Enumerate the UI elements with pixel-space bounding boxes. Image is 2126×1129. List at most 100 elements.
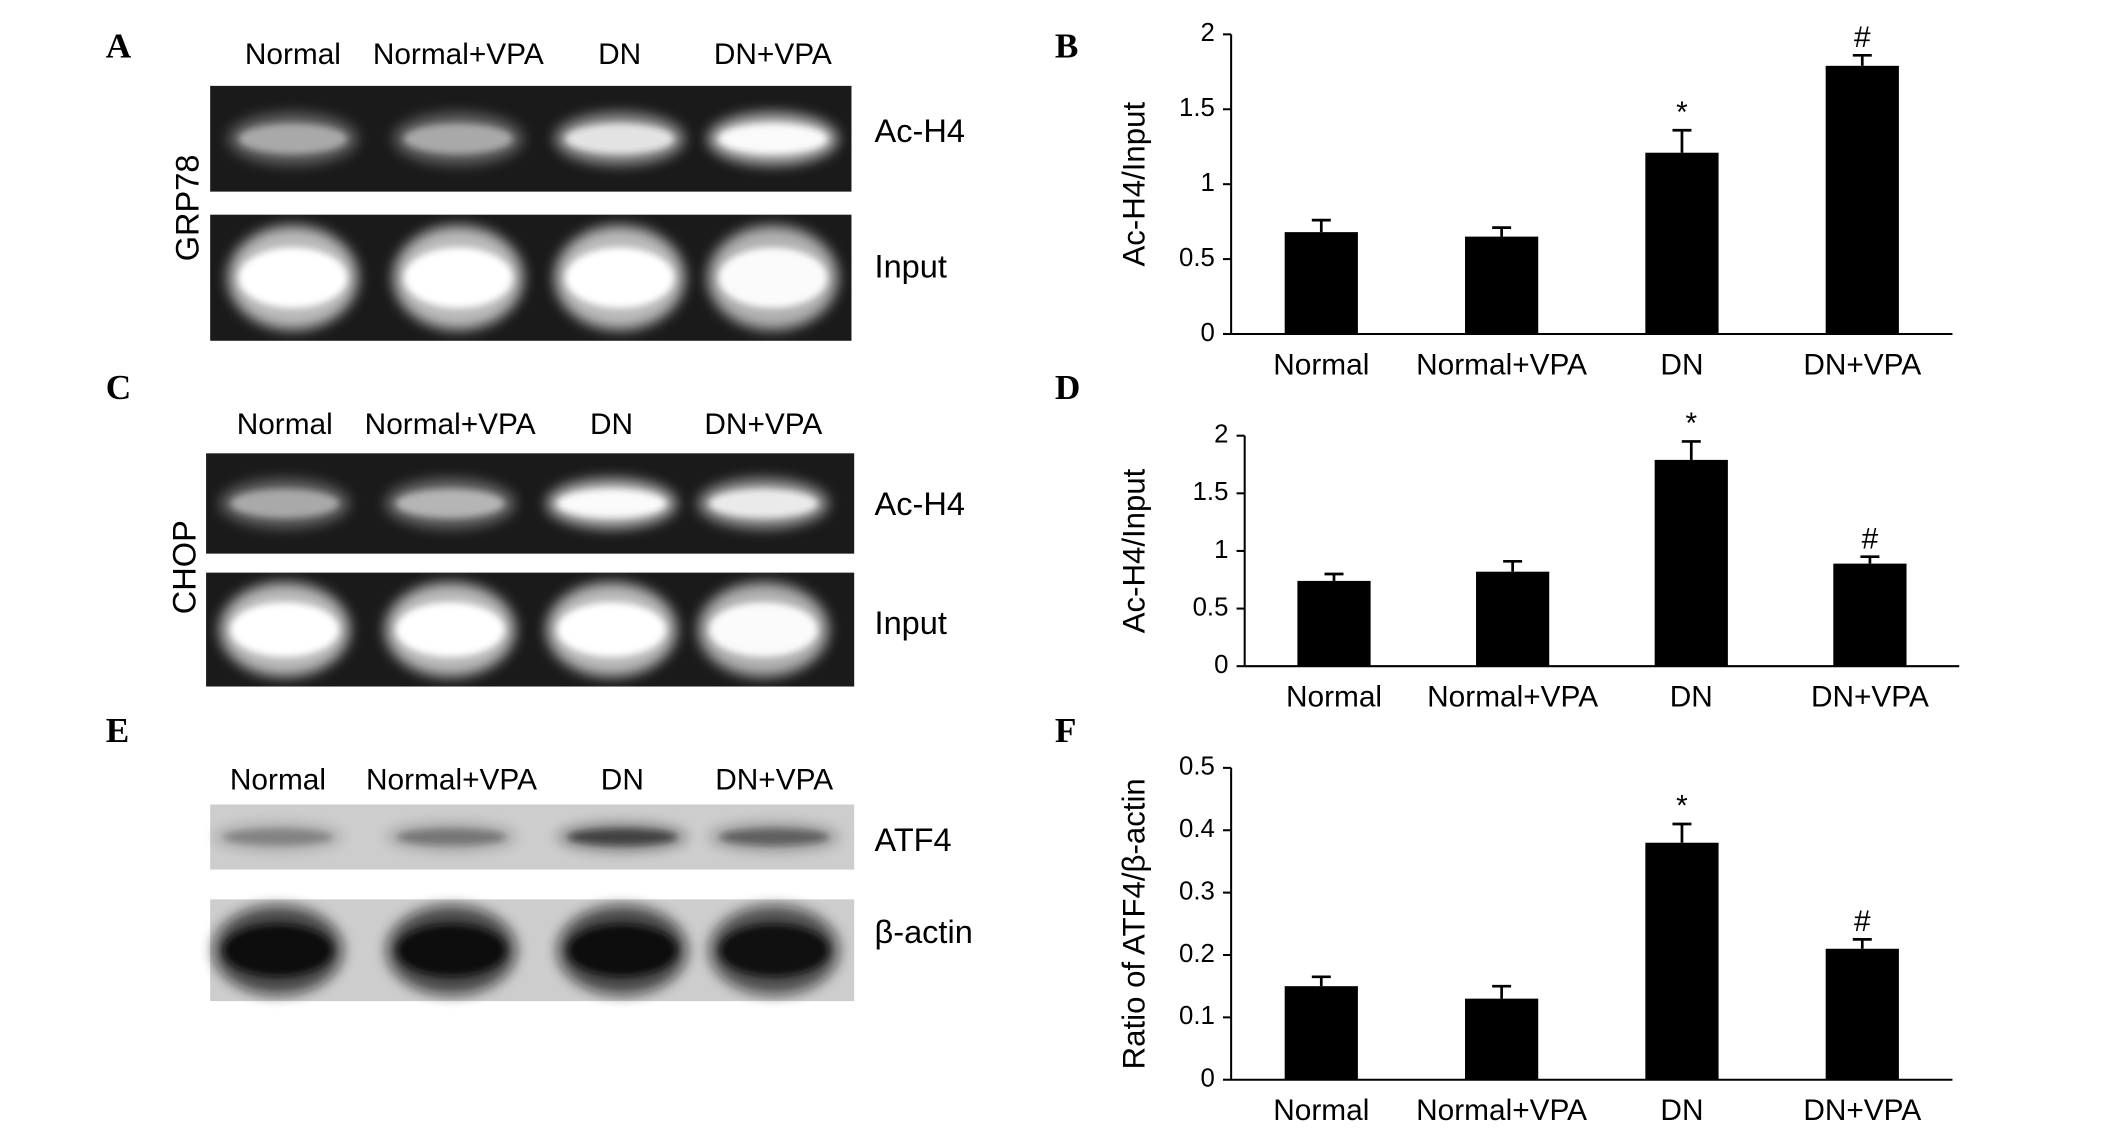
gel-band: [565, 123, 674, 154]
y-tick-label: 2: [1201, 19, 1215, 47]
y-tick-label: 0.4: [1179, 815, 1215, 843]
bar: [1825, 948, 1899, 1080]
y-tick-label: 1: [1201, 169, 1215, 197]
y-tick-label: 0.5: [1179, 244, 1215, 272]
bar: [1284, 986, 1358, 1080]
lane-label: DN+VPA: [714, 38, 832, 71]
gel-band: [404, 123, 513, 154]
gel-band: [230, 489, 339, 518]
bar: [1825, 65, 1899, 335]
significance-marker: *: [1676, 96, 1688, 129]
gel-band: [223, 828, 333, 846]
y-tick-label: 0: [1201, 319, 1215, 347]
lane-label: DN+VPA: [704, 408, 822, 441]
x-tick-label: Normal: [1273, 1094, 1369, 1127]
lane-label: DN: [601, 763, 644, 796]
gel-marker-label: CHOP: [167, 520, 203, 614]
bar: [1297, 580, 1371, 667]
y-tick-label: 0.5: [1179, 753, 1215, 781]
panel-letter: D: [1055, 368, 1080, 407]
significance-marker: *: [1676, 790, 1688, 823]
gel-band: [230, 602, 339, 657]
bar: [1645, 842, 1719, 1080]
y-tick-label: 0.3: [1179, 877, 1215, 905]
gel-band: [565, 247, 674, 308]
lane-label: DN: [598, 38, 641, 71]
x-tick-label: Normal+VPA: [1427, 681, 1598, 714]
y-tick-label: 1.5: [1193, 478, 1229, 506]
gel-marker-label: GRP78: [169, 155, 205, 262]
x-tick-label: Normal: [1286, 681, 1382, 714]
y-tick-label: 0: [1201, 1065, 1215, 1093]
gel-row-label: Input: [875, 605, 947, 641]
x-tick-label: Normal+VPA: [1416, 348, 1587, 381]
lane-label: Normal: [230, 763, 326, 796]
bar: [1654, 459, 1728, 667]
lane-label: Normal+VPA: [365, 408, 536, 441]
x-tick-label: DN: [1660, 1094, 1703, 1127]
y-tick-label: 1: [1214, 536, 1228, 564]
y-tick-label: 0.2: [1179, 940, 1215, 968]
gel-band: [557, 602, 666, 657]
y-axis-label: Ratio of ATF4/β-actin: [1116, 778, 1151, 1069]
gel-band: [709, 489, 818, 518]
x-tick-label: DN+VPA: [1803, 348, 1921, 381]
panel-letter: A: [106, 26, 132, 65]
gel-band: [568, 924, 677, 977]
lane-label: Normal: [245, 38, 341, 71]
gel-band: [395, 489, 505, 518]
y-axis-label: Ac-H4/Input: [1116, 468, 1151, 633]
gel-row-label: ATF4: [875, 822, 952, 858]
panel-letter: F: [1055, 711, 1077, 750]
lane-label: DN: [590, 408, 633, 441]
y-tick-label: 1.5: [1179, 94, 1215, 122]
gel-row-label: Ac-H4: [875, 486, 965, 522]
gel-band: [238, 123, 348, 154]
gel-band: [238, 247, 348, 308]
bar: [1833, 563, 1907, 667]
gel-row-label: Input: [875, 249, 947, 285]
x-tick-label: DN+VPA: [1803, 1094, 1921, 1127]
significance-marker: #: [1854, 21, 1871, 54]
y-axis-label: Ac-H4/Input: [1116, 102, 1151, 267]
gel-band: [718, 247, 828, 308]
y-tick-label: 0: [1214, 651, 1228, 679]
x-tick-label: DN: [1660, 348, 1703, 381]
y-tick-label: 2: [1214, 421, 1228, 449]
bar: [1645, 152, 1719, 335]
gel-band: [404, 247, 513, 308]
significance-marker: #: [1862, 522, 1879, 555]
y-tick-label: 0.5: [1193, 593, 1229, 621]
significance-marker: *: [1685, 407, 1697, 440]
bar: [1465, 998, 1539, 1080]
bar: [1465, 236, 1539, 335]
panel-letter: E: [106, 711, 130, 750]
gel-row-label: β-actin: [875, 914, 973, 950]
content: A B C D E F Ac-H4 Input Normal Normal+VPA DN DN+VPA…: [106, 19, 1960, 1127]
gel-band: [223, 924, 333, 977]
gel-band: [397, 828, 506, 846]
gel-row-label: Ac-H4: [875, 113, 965, 149]
panel-letter: C: [106, 368, 131, 407]
gel-band: [557, 489, 666, 518]
x-tick-label: DN+VPA: [1811, 681, 1929, 714]
gel-band: [568, 828, 677, 846]
lane-label: Normal+VPA: [373, 38, 544, 71]
bar: [1476, 571, 1550, 667]
gel-band: [718, 123, 828, 154]
panel-letter: B: [1055, 26, 1079, 65]
gel-band: [719, 924, 829, 977]
x-tick-label: DN: [1670, 681, 1713, 714]
y-tick-label: 0.1: [1179, 1002, 1215, 1030]
x-tick-label: Normal+VPA: [1416, 1094, 1587, 1127]
gel-band: [395, 602, 505, 657]
bar: [1284, 232, 1358, 335]
gel-band: [709, 602, 818, 657]
lane-label: Normal: [237, 408, 333, 441]
x-tick-label: Normal: [1273, 348, 1369, 381]
lane-label: DN+VPA: [715, 763, 833, 796]
gel-band: [719, 828, 829, 846]
significance-marker: #: [1854, 905, 1871, 938]
